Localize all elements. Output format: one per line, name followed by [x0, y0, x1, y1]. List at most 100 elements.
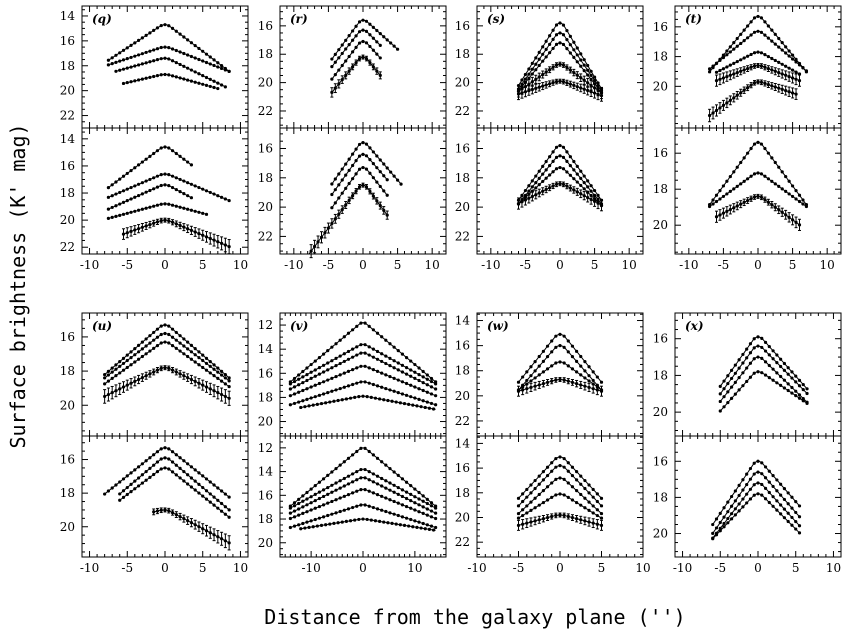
- data-point: [340, 520, 344, 524]
- data-point: [375, 28, 379, 33]
- data-point: [378, 519, 382, 524]
- data-point: [378, 43, 382, 47]
- data-point: [305, 387, 309, 391]
- data-point: [385, 38, 389, 42]
- data-point: [201, 494, 205, 498]
- data-point: [110, 215, 114, 219]
- data-point: [319, 235, 324, 239]
- data-point: [579, 169, 583, 173]
- data-point: [790, 76, 795, 80]
- data-point: [726, 381, 730, 386]
- data-point: [749, 146, 753, 151]
- data-point: [752, 64, 757, 68]
- data-point: [170, 220, 175, 224]
- data-point: [292, 501, 297, 505]
- y-tick-label: 18: [60, 59, 75, 73]
- data-point: [398, 523, 402, 527]
- data-point: [155, 149, 160, 153]
- data-point: [106, 489, 111, 493]
- data-point: [364, 56, 369, 61]
- data-point: [330, 483, 334, 487]
- data-point: [733, 363, 737, 367]
- data-point: [756, 481, 760, 485]
- data-point: [148, 177, 152, 182]
- data-point: [152, 176, 156, 180]
- data-point: [390, 399, 394, 403]
- data-point: [541, 470, 546, 474]
- data-point: [595, 513, 599, 518]
- data-point: [718, 392, 722, 396]
- data-point: [572, 70, 576, 75]
- series-curve-3: [108, 184, 192, 210]
- data-point: [733, 489, 737, 493]
- data-point: [550, 514, 554, 519]
- data-point: [357, 142, 362, 147]
- data-point: [337, 56, 341, 60]
- data-point: [148, 349, 152, 353]
- data-point: [334, 488, 338, 492]
- series-curve-4: [712, 493, 800, 540]
- data-point: [742, 56, 746, 60]
- data-point: [714, 108, 719, 113]
- data-point: [537, 518, 541, 522]
- data-point: [732, 61, 736, 65]
- data-point: [121, 67, 126, 71]
- data-point: [133, 228, 137, 232]
- data-point: [201, 211, 205, 215]
- data-point: [541, 172, 545, 176]
- data-point: [371, 194, 375, 198]
- data-point: [759, 30, 764, 34]
- data-point: [589, 197, 593, 202]
- data-point: [739, 41, 743, 46]
- data-point: [204, 235, 209, 239]
- data-point: [561, 23, 566, 27]
- data-point: [742, 39, 746, 43]
- data-point: [201, 49, 205, 53]
- data-point: [114, 214, 118, 218]
- data-point: [317, 355, 322, 360]
- y-tick-label: 14: [258, 342, 274, 356]
- data-point: [371, 48, 375, 52]
- data-point: [541, 45, 545, 49]
- data-point: [794, 510, 798, 515]
- data-point: [193, 56, 197, 60]
- data-point: [572, 55, 576, 59]
- data-point: [434, 525, 438, 530]
- data-point: [288, 506, 292, 510]
- data-point: [121, 232, 126, 236]
- y-tick-label: 16: [455, 461, 470, 475]
- y-tick-label: 20: [653, 405, 668, 419]
- data-point: [749, 197, 753, 201]
- data-point: [413, 396, 417, 400]
- data-point: [525, 521, 529, 525]
- data-point: [212, 238, 216, 242]
- y-tick-label: 16: [653, 20, 668, 34]
- data-point: [330, 90, 334, 94]
- data-point: [801, 198, 805, 202]
- y-tick-label: 22: [455, 229, 470, 243]
- data-point: [575, 370, 579, 374]
- data-point: [301, 505, 305, 509]
- data-point: [223, 539, 227, 543]
- data-point: [572, 40, 576, 44]
- data-point: [787, 54, 791, 58]
- data-point: [159, 45, 163, 50]
- data-point: [409, 359, 413, 363]
- data-point: [558, 154, 562, 158]
- data-point: [589, 73, 593, 77]
- data-point: [794, 77, 798, 81]
- data-point: [568, 68, 572, 72]
- data-point: [292, 385, 297, 389]
- data-point: [752, 195, 757, 199]
- data-point: [340, 398, 344, 402]
- data-point: [388, 466, 392, 471]
- data-point: [718, 511, 722, 515]
- data-point: [351, 152, 355, 156]
- data-point: [400, 515, 405, 519]
- data-point: [208, 55, 212, 59]
- x-tick-label: 5: [792, 561, 800, 575]
- data-point: [328, 400, 332, 404]
- data-point: [537, 57, 541, 61]
- data-point: [351, 491, 355, 495]
- data-point: [170, 74, 175, 78]
